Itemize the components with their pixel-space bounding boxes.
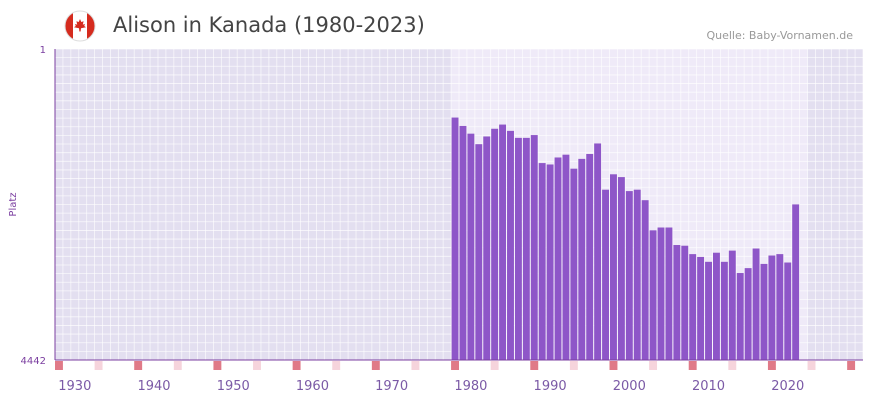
bar-1980 bbox=[467, 133, 475, 360]
x-tick-label-1960: 1960 bbox=[296, 379, 329, 394]
year-marker-1978 bbox=[451, 361, 459, 370]
year-marker-1943 bbox=[173, 361, 182, 370]
year-marker-1933 bbox=[94, 361, 103, 370]
bar-1990 bbox=[546, 164, 554, 360]
y-tick-label-bottom: 4442 bbox=[21, 356, 46, 367]
bar-2001 bbox=[633, 189, 641, 360]
x-tick-label-2020: 2020 bbox=[771, 379, 804, 394]
chart-title: Alison in Kanada (1980-2023) bbox=[113, 13, 425, 37]
bar-2019 bbox=[776, 254, 784, 360]
bar-2004 bbox=[657, 227, 665, 360]
year-marker-1998 bbox=[609, 361, 618, 370]
y-axis-title: Platz bbox=[8, 192, 19, 216]
bar-1987 bbox=[522, 137, 530, 360]
bar-2002 bbox=[641, 200, 649, 360]
year-marker-1953 bbox=[253, 361, 261, 370]
year-marker-2028 bbox=[847, 361, 856, 370]
bar-1991 bbox=[554, 157, 562, 360]
year-marker-1983 bbox=[490, 361, 499, 370]
year-marker-2018 bbox=[767, 361, 776, 370]
year-marker-2008 bbox=[688, 361, 697, 370]
bar-2021 bbox=[792, 204, 800, 360]
bar-2012 bbox=[720, 261, 728, 360]
bar-2007 bbox=[681, 245, 689, 360]
canada-flag-icon bbox=[64, 10, 96, 42]
year-marker-1993 bbox=[569, 361, 578, 370]
x-tick-label-1930: 1930 bbox=[58, 379, 91, 394]
bars bbox=[451, 117, 800, 360]
bar-2013 bbox=[728, 250, 736, 360]
x-tick-label-2000: 2000 bbox=[613, 379, 646, 394]
bar-1985 bbox=[507, 130, 514, 360]
grid-lines bbox=[54, 48, 864, 361]
bar-1992 bbox=[562, 154, 570, 360]
bar-2015 bbox=[744, 268, 752, 360]
year-markers bbox=[55, 361, 856, 370]
bar-1984 bbox=[499, 124, 507, 360]
year-marker-1958 bbox=[292, 361, 301, 370]
x-tick-label-1940: 1940 bbox=[137, 379, 170, 394]
bar-1993 bbox=[570, 168, 578, 360]
year-marker-2013 bbox=[728, 361, 737, 370]
bar-1996 bbox=[594, 143, 602, 360]
bar-2003 bbox=[649, 230, 657, 360]
year-marker-2003 bbox=[649, 361, 658, 370]
bar-1989 bbox=[538, 163, 546, 360]
bar-2011 bbox=[712, 252, 720, 360]
bar-1997 bbox=[602, 189, 610, 360]
bar-2010 bbox=[705, 261, 712, 360]
bar-2000 bbox=[625, 191, 633, 360]
year-marker-1948 bbox=[213, 361, 222, 370]
bar-2009 bbox=[697, 256, 705, 360]
y-tick-label-top: 1 bbox=[40, 45, 46, 56]
source-label: Quelle: Baby-Vornamen.de bbox=[706, 29, 853, 42]
year-marker-1928 bbox=[55, 361, 63, 370]
year-marker-1973 bbox=[411, 361, 420, 370]
bar-1994 bbox=[578, 158, 586, 360]
bar-1982 bbox=[483, 136, 491, 360]
bar-2014 bbox=[736, 273, 744, 360]
bar-2016 bbox=[752, 248, 760, 360]
bar-2017 bbox=[760, 263, 768, 360]
year-marker-1968 bbox=[371, 361, 380, 370]
bar-1988 bbox=[530, 135, 538, 360]
year-marker-1938 bbox=[134, 361, 143, 370]
x-tick-label-1950: 1950 bbox=[217, 379, 250, 394]
bar-1986 bbox=[514, 137, 522, 360]
x-tick-label-1970: 1970 bbox=[375, 379, 408, 394]
bar-2018 bbox=[768, 255, 776, 360]
bar-1999 bbox=[617, 177, 625, 360]
bar-1995 bbox=[586, 153, 594, 360]
bar-1998 bbox=[610, 174, 617, 360]
bar-2006 bbox=[673, 245, 681, 360]
year-marker-1963 bbox=[332, 361, 341, 370]
bar-2020 bbox=[784, 262, 792, 360]
x-tick-label-2010: 2010 bbox=[692, 379, 725, 394]
bar-1978 bbox=[451, 117, 459, 360]
bar-2008 bbox=[689, 254, 697, 360]
bar-1983 bbox=[491, 128, 499, 360]
x-tick-label-1980: 1980 bbox=[454, 379, 487, 394]
year-marker-1988 bbox=[530, 361, 539, 370]
bar-1981 bbox=[475, 144, 483, 360]
bar-2005 bbox=[665, 227, 673, 360]
x-tick-label-1990: 1990 bbox=[534, 379, 567, 394]
year-marker-2023 bbox=[807, 361, 816, 370]
x-tick-labels: 1930 1940 1950 1960 1970 1980 1990 2000 2010 2020 bbox=[58, 379, 804, 394]
bar-1979 bbox=[459, 125, 467, 360]
